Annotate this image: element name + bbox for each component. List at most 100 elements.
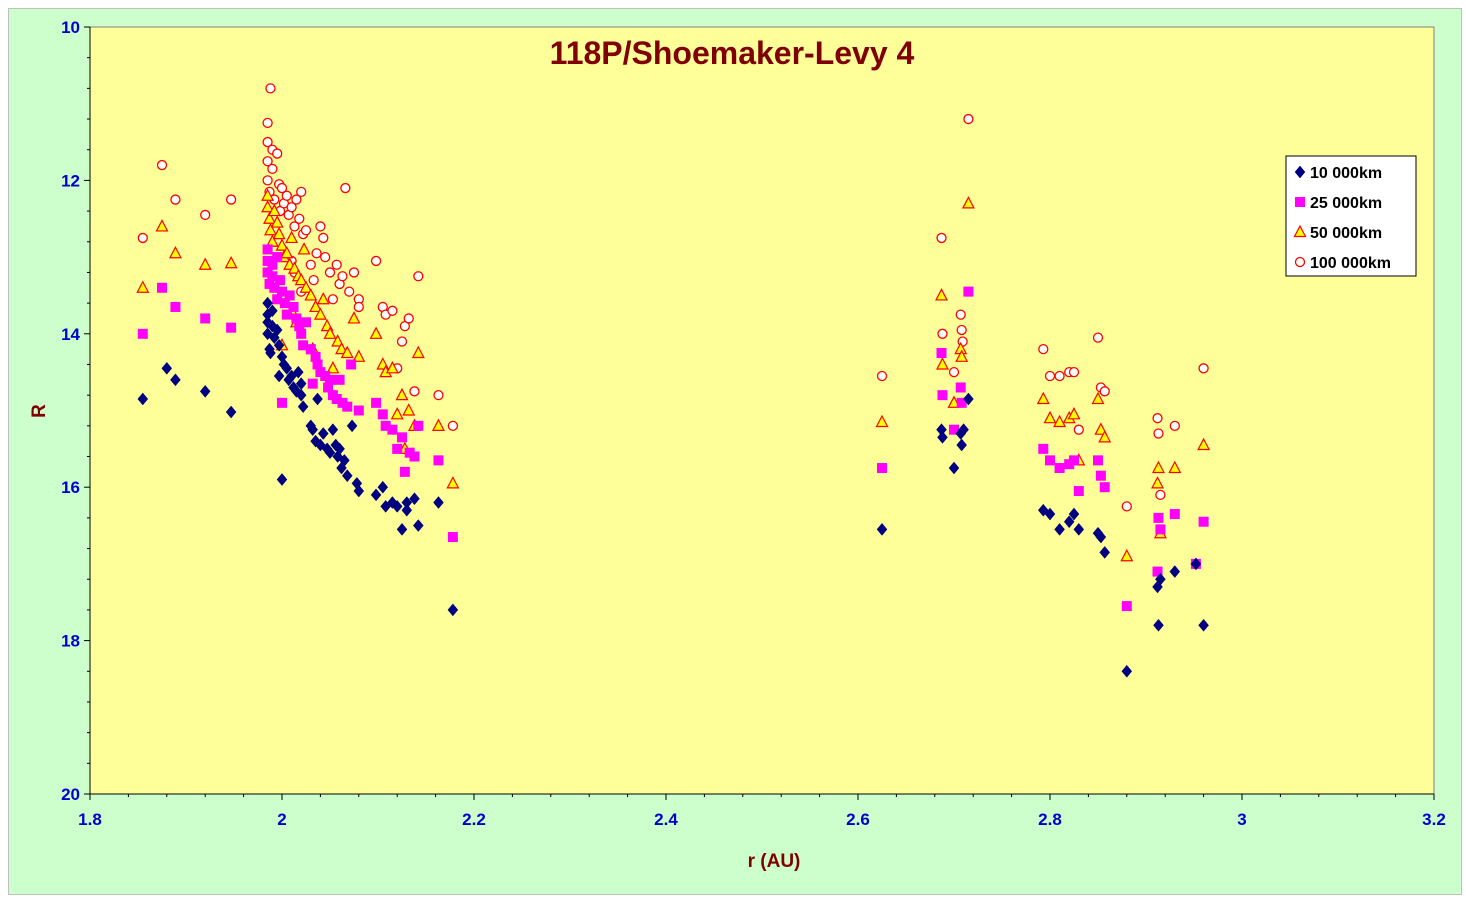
point-100000km	[156, 159, 168, 171]
point-10000km	[161, 361, 173, 375]
point-25000km	[226, 322, 237, 333]
point-10000km	[312, 392, 323, 406]
point-10000km	[1099, 546, 1111, 559]
point-25000km	[291, 313, 302, 324]
point-50000km	[1053, 414, 1067, 428]
point-25000km	[392, 443, 403, 454]
point-25000km	[956, 397, 967, 408]
point-25000km	[296, 328, 307, 339]
point-10000km	[401, 503, 413, 517]
point-50000km	[875, 414, 889, 428]
point-10000km	[1190, 557, 1202, 571]
x-tick-label: 3	[1237, 810, 1246, 829]
point-50000km	[395, 387, 409, 401]
point-25000km	[310, 351, 321, 362]
scatter-chart: 118P/Shoemaker-Levy 4 r (AU) R 101214161…	[29, 18, 1446, 872]
point-100000km	[311, 248, 322, 259]
point-25000km	[279, 298, 290, 309]
point-100000km	[281, 190, 292, 201]
point-25000km	[305, 344, 316, 355]
point-50000km	[263, 222, 277, 236]
point-25000km	[937, 390, 948, 401]
point-10000km	[370, 488, 382, 502]
point-50000km	[155, 219, 169, 232]
point-25000km	[409, 451, 420, 462]
point-100000km	[291, 194, 302, 205]
point-10000km	[447, 603, 459, 617]
point-100000km	[170, 194, 181, 205]
point-10000km	[295, 377, 307, 391]
chart-area: 118P/Shoemaker-Levy 4 r (AU) R 10 12 14 16 1…	[8, 8, 1462, 895]
point-100000km	[305, 259, 316, 270]
point-25000km	[877, 463, 887, 474]
point-100000km	[331, 259, 342, 270]
point-10000km	[1063, 515, 1075, 529]
point-10000km	[334, 442, 345, 456]
x-tick-label: 2.2	[462, 810, 486, 829]
point-25000km	[1045, 455, 1055, 466]
point-50000km	[261, 199, 275, 213]
axes: 10 12 14 16 18 20 1.8 2 2.2 2.4 2.6 2.8 3 3.2	[61, 18, 1446, 829]
point-100000km	[300, 225, 312, 236]
point-50000km	[1151, 460, 1165, 474]
point-50000km	[385, 361, 399, 374]
point-25000km	[371, 397, 382, 408]
point-50000km	[935, 357, 949, 370]
point-100000km	[337, 271, 348, 282]
legend-label: 100 000km	[1310, 255, 1391, 272]
point-10000km	[1044, 507, 1056, 521]
point-25000km	[1093, 455, 1103, 466]
point-100000km	[340, 182, 351, 194]
point-50000km	[263, 211, 277, 224]
point-10000km	[412, 519, 424, 532]
point-10000km	[433, 496, 444, 509]
point-10000km	[317, 427, 329, 440]
point-25000km	[331, 393, 342, 404]
point-10000km	[273, 338, 285, 352]
point-25000km	[413, 420, 424, 431]
legend-box	[1285, 155, 1417, 277]
point-50000km	[1091, 391, 1105, 405]
point-100000km	[370, 255, 382, 267]
point-100000km	[1068, 366, 1080, 378]
point-50000km	[1067, 407, 1081, 420]
x-tick-label: 2.4	[654, 810, 678, 829]
point-25000km	[272, 252, 283, 263]
point-100000km	[1198, 363, 1209, 374]
point-10000km	[1121, 664, 1133, 678]
point-10000km	[1198, 618, 1209, 632]
point-100000km	[265, 83, 276, 94]
point-25000km	[399, 466, 410, 477]
chart-title: 118P/Shoemaker-Levy 4	[550, 35, 915, 71]
point-50000km	[1168, 460, 1182, 474]
point-100000km	[1054, 370, 1065, 382]
point-25000km	[1073, 486, 1084, 497]
point-25000km	[447, 532, 458, 543]
point-50000km	[335, 341, 349, 355]
point-50000km	[198, 257, 212, 270]
point-50000km	[275, 238, 289, 251]
point-50000km	[347, 311, 361, 324]
point-100000km	[403, 313, 414, 324]
point-100000km	[396, 336, 408, 347]
point-25000km	[955, 382, 966, 393]
point-100000km	[936, 232, 947, 244]
x-tick-label: 3.2	[1422, 810, 1446, 829]
point-10000km	[391, 499, 403, 513]
point-50000km	[323, 326, 337, 339]
point-10000km	[1155, 572, 1166, 586]
point-25000km	[267, 259, 278, 270]
point-50000km	[431, 418, 445, 431]
point-25000km	[137, 328, 148, 339]
point-100000km	[308, 274, 319, 286]
point-25000km	[157, 282, 167, 293]
point-10000km	[1169, 565, 1181, 578]
point-25000km	[281, 309, 292, 320]
y-tick-label: 20	[61, 785, 80, 804]
point-10000km	[339, 453, 350, 467]
x-tick-label: 2	[277, 810, 286, 829]
point-10000km	[409, 492, 420, 506]
point-50000km	[390, 407, 404, 420]
point-25000km	[267, 271, 278, 282]
point-100000km	[286, 202, 297, 213]
